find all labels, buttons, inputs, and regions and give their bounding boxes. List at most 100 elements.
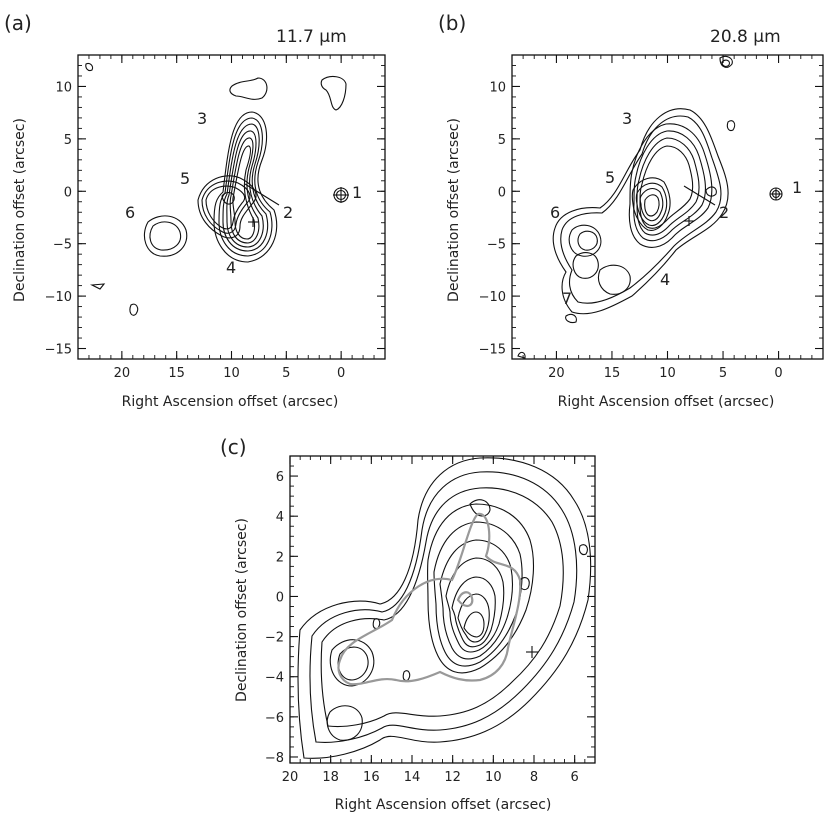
x-tick-label: 20 (282, 770, 299, 785)
y-tick-label: 10 (489, 80, 506, 95)
source-label-b-2: 2 (719, 203, 729, 222)
contour-a-1 (213, 111, 278, 263)
panel-b-wavelength: 20.8 μm (710, 27, 781, 47)
panel-b: (b) 20.8 μm 20 15 10 5 0 10 5 0 −5 −10 −15 Right … (438, 11, 824, 410)
panel-a-ylabel: Declination offset (arcsec) (12, 118, 28, 302)
contour-b-13 (572, 252, 599, 279)
y-tick-label: −5 (53, 238, 72, 253)
y-tick-label: 5 (64, 133, 72, 148)
source-label-b-3: 3 (622, 109, 632, 128)
contour-a-7 (197, 175, 257, 239)
source-label-b-6: 6 (550, 203, 560, 222)
panel-c-ylabel: Declination offset (arcsec) (234, 518, 250, 702)
panel-c-y-tick-labels: 6 4 2 0 −2 −4 −6 −8 (265, 470, 284, 766)
panel-a-x-tick-labels: 20 15 10 5 0 (114, 366, 346, 381)
contour-b-3 (628, 123, 713, 248)
y-tick-label: −6 (265, 711, 284, 726)
source-label-a-4: 4 (226, 258, 236, 277)
x-tick-label: 18 (322, 770, 339, 785)
contour-a-2 (218, 117, 273, 257)
y-tick-label: −15 (45, 343, 72, 358)
x-tick-label: 10 (659, 366, 676, 381)
contour-a-9 (205, 185, 246, 230)
pointer-b-2 (683, 185, 716, 206)
contour-a-3 (222, 123, 269, 252)
contour-b-1 (552, 108, 729, 315)
panel-b-xlabel: Right Ascension offset (arcsec) (558, 394, 775, 410)
y-tick-label: −15 (479, 343, 506, 358)
x-tick-label: 10 (223, 366, 240, 381)
pointer-a-2 (244, 183, 280, 206)
contour-b-14 (597, 264, 631, 295)
x-tick-label: 5 (282, 366, 290, 381)
y-tick-label: −2 (265, 631, 284, 646)
x-tick-label: 20 (114, 366, 131, 381)
x-tick-label: 6 (571, 770, 579, 785)
contour-a-5 (229, 137, 260, 244)
contour-c-11 (329, 639, 375, 687)
source-label-b-4: 4 (660, 270, 670, 289)
y-tick-label: 10 (55, 80, 72, 95)
contour-c-5 (433, 521, 523, 667)
contour-a-4 (226, 130, 264, 248)
x-tick-label: 20 (548, 366, 565, 381)
panel-a-contours (85, 62, 349, 316)
source-label-a-1: 1 (352, 183, 362, 202)
y-tick-label: −8 (265, 751, 284, 766)
x-tick-label: 15 (168, 366, 185, 381)
contour-c-13 (326, 705, 363, 741)
contour-c-10 (463, 611, 485, 638)
x-tick-label: 5 (719, 366, 727, 381)
source-label-b-7: 7 (562, 289, 572, 308)
x-tick-label: 8 (530, 770, 538, 785)
contour-b-18 (565, 313, 577, 324)
contour-c-4 (427, 503, 534, 674)
source-label-a-6: 6 (125, 203, 135, 222)
y-tick-label: −10 (45, 290, 72, 305)
source-label-b-1: 1 (792, 178, 802, 197)
grey-contour-c-1 (337, 512, 522, 686)
source-label-a-5: 5 (180, 169, 190, 188)
panel-b-ylabel: Declination offset (arcsec) (446, 118, 462, 302)
panel-c-contours (297, 457, 592, 759)
x-tick-label: 16 (363, 770, 380, 785)
panel-a-y-tick-labels: 10 5 0 −5 −10 −15 (45, 80, 72, 357)
x-tick-label: 0 (774, 366, 782, 381)
y-tick-label: 2 (276, 550, 284, 565)
x-tick-label: 10 (485, 770, 502, 785)
x-tick-label: 15 (604, 366, 621, 381)
panel-a-ticks (77, 54, 386, 360)
contour-a-13 (229, 77, 268, 100)
x-tick-label: 12 (444, 770, 461, 785)
source-label-b-5: 5 (605, 168, 615, 187)
panel-a-label: (a) (4, 11, 32, 35)
grey-contour-c-2 (456, 591, 474, 607)
panel-b-label: (b) (438, 11, 466, 35)
y-tick-label: 4 (276, 510, 284, 525)
panel-c-grey-overlay (337, 512, 522, 686)
panel-b-contours (517, 55, 783, 359)
y-tick-label: −5 (487, 238, 506, 253)
contour-b-16 (719, 55, 733, 68)
contour-c-9 (457, 593, 490, 643)
contour-b-20 (726, 120, 736, 132)
panel-b-x-tick-labels: 20 15 10 5 0 (548, 366, 783, 381)
y-tick-label: 0 (276, 590, 284, 605)
contour-b-2 (560, 115, 722, 304)
y-tick-label: −10 (479, 290, 506, 305)
y-tick-label: 6 (276, 470, 284, 485)
contour-b-17 (721, 59, 730, 67)
contour-b-19 (517, 351, 526, 359)
contour-a-12 (149, 221, 182, 251)
contour-a-14 (320, 75, 347, 111)
panel-c-x-tick-labels: 20 18 16 14 12 10 8 6 (282, 770, 579, 785)
x-tick-label: 0 (337, 366, 345, 381)
contour-c-14 (469, 499, 491, 517)
contour-c-6 (439, 539, 513, 660)
y-tick-label: 0 (64, 185, 72, 200)
contour-a-17 (89, 283, 106, 290)
contour-b-6 (639, 145, 694, 229)
